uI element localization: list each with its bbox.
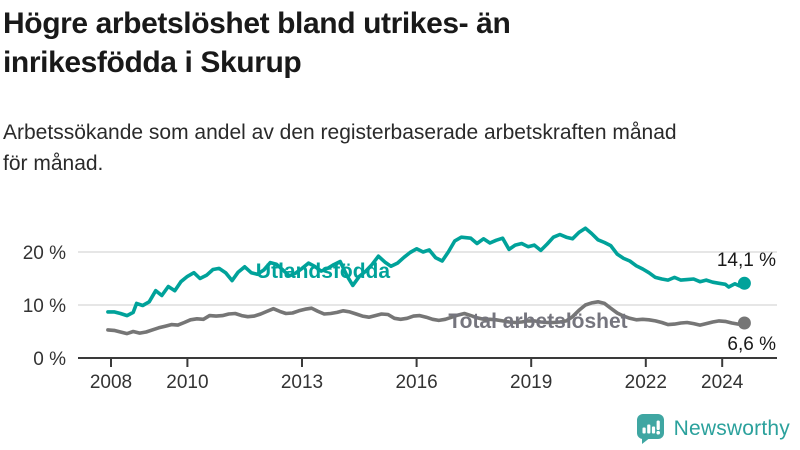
- chart-title: Högre arbetslöshet bland utrikes- än inr…: [3, 4, 763, 82]
- chart-subtitle-line-1: Arbetssökande som andel av den registerb…: [3, 121, 677, 144]
- chart-subtitle-line-2: för månad.: [3, 152, 104, 175]
- x-axis-ticks: 2008 2010 2013 2016 2019 2022 2024: [90, 358, 744, 393]
- series-label-utlandsfodda: Utlandsfödda: [256, 260, 390, 283]
- x-axis-label: 2008: [90, 372, 132, 393]
- chart-subtitle: Arbetssökande som andel av den registerb…: [3, 117, 793, 179]
- series-line-total-arbetsloshet: [106, 300, 747, 336]
- series-end-dot-total-arbetsloshet: [737, 316, 751, 330]
- brand-name: Newsworthy: [673, 417, 790, 440]
- y-axis-label: 0 %: [33, 349, 66, 370]
- x-axis-label: 2024: [701, 372, 744, 393]
- series-label-total-arbetsloshet: Total arbetslöshet: [448, 310, 627, 333]
- x-axis-label: 2019: [510, 372, 552, 393]
- newsworthy-logo[interactable]: Newsworthy: [636, 413, 790, 445]
- grid-group: 20 % 10 % 0 %: [23, 243, 777, 370]
- y-axis-label: 20 %: [23, 243, 66, 264]
- x-axis-label: 2016: [395, 372, 437, 393]
- x-axis-label: 2013: [281, 372, 323, 393]
- end-value-label-utlandsfodda: 14,1 %: [717, 250, 776, 271]
- series-line-utlandsfodda: [106, 226, 747, 318]
- chart-title-line-2: inrikesfödda i Skurup: [3, 46, 302, 79]
- newsworthy-bar-chart-icon: [636, 414, 664, 444]
- chart-title-line-1: Högre arbetslöshet bland utrikes- än: [3, 7, 511, 40]
- x-axis-label: 2010: [166, 372, 208, 393]
- series-end-dot-utlandsfodda: [737, 276, 751, 290]
- y-axis-label: 10 %: [23, 296, 66, 317]
- line-chart: 20 % 10 % 0 % 2008 2010 2013 2016 2019 2022 2024…: [23, 226, 777, 393]
- x-axis-label: 2022: [625, 372, 667, 393]
- end-value-label-total-arbetsloshet: 6,6 %: [727, 334, 776, 355]
